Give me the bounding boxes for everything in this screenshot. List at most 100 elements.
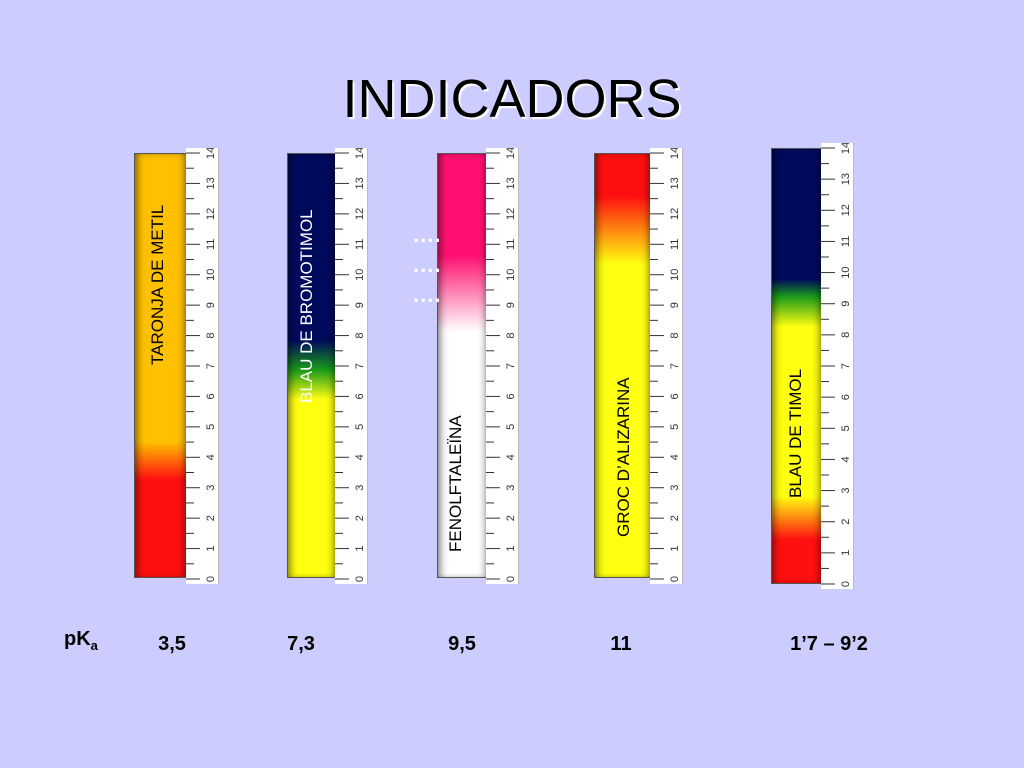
- scale-tick-label: 4: [505, 454, 517, 460]
- scale-tick-label: 6: [669, 393, 681, 399]
- scale-tick-label: 1: [840, 550, 852, 556]
- scale-tick-label: 0: [840, 581, 852, 587]
- scale-tick-label: 5: [669, 424, 681, 430]
- scale-tick-label: 3: [354, 485, 366, 491]
- transition-dots-1: ....: [413, 222, 442, 247]
- slide-title: INDICADORS: [342, 69, 682, 129]
- scale-tick-label: 3: [669, 485, 681, 491]
- scale-tick-label: 8: [205, 333, 217, 339]
- pka-value-alizarin-yellow: 11: [610, 633, 632, 655]
- scale-tick-label: 12: [840, 204, 852, 216]
- pka-value-phenolphthalein: 9,5: [448, 633, 476, 655]
- indicator-label-alizarin-yellow: GROC D’ALIZARINA: [614, 377, 633, 537]
- pka-row-label: pKa: [64, 628, 98, 653]
- scale-tick-label: 2: [205, 515, 217, 521]
- scale-tick-label: 12: [669, 208, 681, 220]
- indicator-label-phenolphthalein: FENOLFTALEÏNA: [446, 415, 465, 552]
- scale-tick-label: 1: [505, 546, 517, 552]
- scale-tick-label: 8: [669, 333, 681, 339]
- scale-tick-label: 3: [840, 488, 852, 494]
- scale-tick-label: 5: [840, 425, 852, 431]
- scale-tick-label: 7: [354, 363, 366, 369]
- scale-tick-label: 6: [840, 394, 852, 400]
- indicator-bar-thymol-blue: [771, 148, 823, 584]
- scale-tick-label: 4: [840, 456, 852, 462]
- indicator-bar-methyl-orange: [134, 153, 188, 578]
- scale-tick-label: 8: [840, 332, 852, 338]
- scale-tick-label: 3: [505, 485, 517, 491]
- scale-tick-label: 10: [505, 269, 517, 281]
- scale-tick-label: 9: [840, 301, 852, 307]
- scale-tick-label: 13: [840, 173, 852, 185]
- indicator-label-bromothymol-blue: BLAU DE BROMOTIMOL: [297, 209, 316, 403]
- scale-tick-label: 5: [205, 424, 217, 430]
- scale-tick-label: 9: [669, 302, 681, 308]
- scale-tick-label: 2: [840, 519, 852, 525]
- scale-tick-label: 2: [669, 515, 681, 521]
- scale-tick-label: 14: [840, 143, 852, 154]
- scale-tick-label: 12: [505, 208, 517, 220]
- indicator-bar-phenolphthalein: [437, 153, 489, 578]
- scale-tick-label: 5: [505, 424, 517, 430]
- scale-tick-label: 12: [354, 208, 366, 220]
- scale-tick-label: 0: [669, 576, 681, 582]
- scale-tick-label: 14: [354, 148, 366, 159]
- scale-tick-label: 10: [669, 269, 681, 281]
- pka-value-thymol-blue: 1’7 – 9’2: [790, 633, 868, 655]
- scale-tick-label: 11: [505, 239, 517, 250]
- scale-tick-label: 2: [505, 515, 517, 521]
- scale-tick-label: 4: [354, 454, 366, 460]
- pka-value-bromothymol-blue: 7,3: [287, 633, 315, 655]
- scale-tick-label: 9: [354, 302, 366, 308]
- scale-tick-label: 10: [840, 266, 852, 278]
- scale-tick-label: 1: [354, 546, 366, 552]
- scale-tick-label: 13: [505, 177, 517, 189]
- scale-tick-label: 10: [205, 269, 217, 281]
- pka-value-methyl-orange: 3,5: [158, 633, 186, 655]
- indicator-label-thymol-blue: BLAU DE TIMOL: [786, 368, 805, 498]
- scale-tick-label: 7: [669, 363, 681, 369]
- scale-tick-label: 3: [205, 485, 217, 491]
- scale-tick-label: 10: [354, 269, 366, 281]
- scale-tick-label: 0: [505, 576, 517, 582]
- scale-tick-label: 1: [205, 546, 217, 552]
- pka-label-subscript: a: [90, 638, 98, 653]
- scale-tick-label: 4: [205, 454, 217, 460]
- scale-tick-label: 11: [840, 236, 852, 247]
- scale-tick-label: 6: [354, 393, 366, 399]
- scale-tick-label: 13: [669, 177, 681, 189]
- scale-tick-label: 6: [505, 393, 517, 399]
- scale-tick-label: 8: [354, 333, 366, 339]
- scale-tick-label: 9: [505, 302, 517, 308]
- scale-tick-label: 14: [505, 148, 517, 159]
- scale-tick-label: 13: [205, 177, 217, 189]
- scale-tick-label: 11: [669, 239, 681, 250]
- scale-tick-label: 5: [354, 424, 366, 430]
- scale-tick-label: 13: [354, 177, 366, 189]
- scale-tick-label: 4: [669, 454, 681, 460]
- scale-tick-label: 2: [354, 515, 366, 521]
- scale-tick-label: 11: [205, 239, 217, 250]
- scale-tick-label: 1: [669, 546, 681, 552]
- scale-tick-label: 7: [505, 363, 517, 369]
- scale-tick-label: 12: [205, 208, 217, 220]
- scale-tick-label: 14: [205, 148, 217, 159]
- scale-tick-label: 0: [205, 576, 217, 582]
- scale-tick-label: 8: [505, 333, 517, 339]
- scale-tick-label: 0: [354, 576, 366, 582]
- scale-tick-label: 7: [840, 363, 852, 369]
- scale-tick-label: 14: [669, 148, 681, 159]
- scale-tick-label: 11: [354, 239, 366, 250]
- scale-tick-label: 9: [205, 302, 217, 308]
- indicator-bar-alizarin-yellow: [594, 153, 652, 578]
- indicator-label-methyl-orange: TARONJA DE METIL: [148, 204, 167, 365]
- transition-dots-2: ....: [413, 252, 442, 277]
- transition-dots-3: ....: [413, 282, 442, 307]
- scale-tick-label: 7: [205, 363, 217, 369]
- scale-tick-label: 6: [205, 393, 217, 399]
